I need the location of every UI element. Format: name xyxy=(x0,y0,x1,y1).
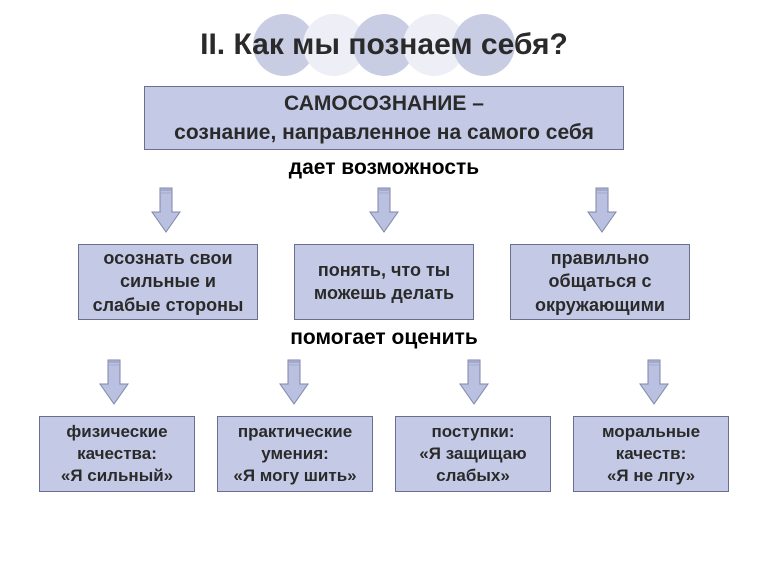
page-title: II. Как мы познаем себя? xyxy=(0,28,768,62)
possibility-box: осознать свои сильные и слабые стороны xyxy=(78,244,258,320)
down-arrow-icon xyxy=(96,358,132,408)
possibility-box: правильно общаться с окружающими xyxy=(510,244,690,320)
down-arrow-icon xyxy=(636,358,672,408)
definition-box: САМОСОЗНАНИЕ – сознание, направленное на… xyxy=(144,86,624,150)
boxes-row-2: физические качества: «Я сильный» практиче… xyxy=(0,416,768,492)
boxes-row-1: осознать свои сильные и слабые стороны по… xyxy=(0,244,768,320)
quality-box: физические качества: «Я сильный» xyxy=(39,416,195,492)
down-arrow-icon xyxy=(276,358,312,408)
arrows-row-2 xyxy=(0,358,768,408)
quality-box: поступки: «Я защищаю слабых» xyxy=(395,416,551,492)
down-arrow-icon xyxy=(366,186,402,236)
down-arrow-icon xyxy=(584,186,620,236)
subtitle-gives: дает возможность xyxy=(0,156,768,180)
subtitle-helps: помогает оценить xyxy=(0,326,768,350)
quality-box: практические умения: «Я могу шить» xyxy=(217,416,373,492)
definition-line1: САМОСОЗНАНИЕ – xyxy=(284,89,484,118)
possibility-box: понять, что ты можешь делать xyxy=(294,244,474,320)
quality-box: моральные качеств: «Я не лгу» xyxy=(573,416,729,492)
down-arrow-icon xyxy=(456,358,492,408)
definition-line2: сознание, направленное на самого себя xyxy=(174,118,594,147)
arrows-row-1 xyxy=(0,186,768,236)
down-arrow-icon xyxy=(148,186,184,236)
